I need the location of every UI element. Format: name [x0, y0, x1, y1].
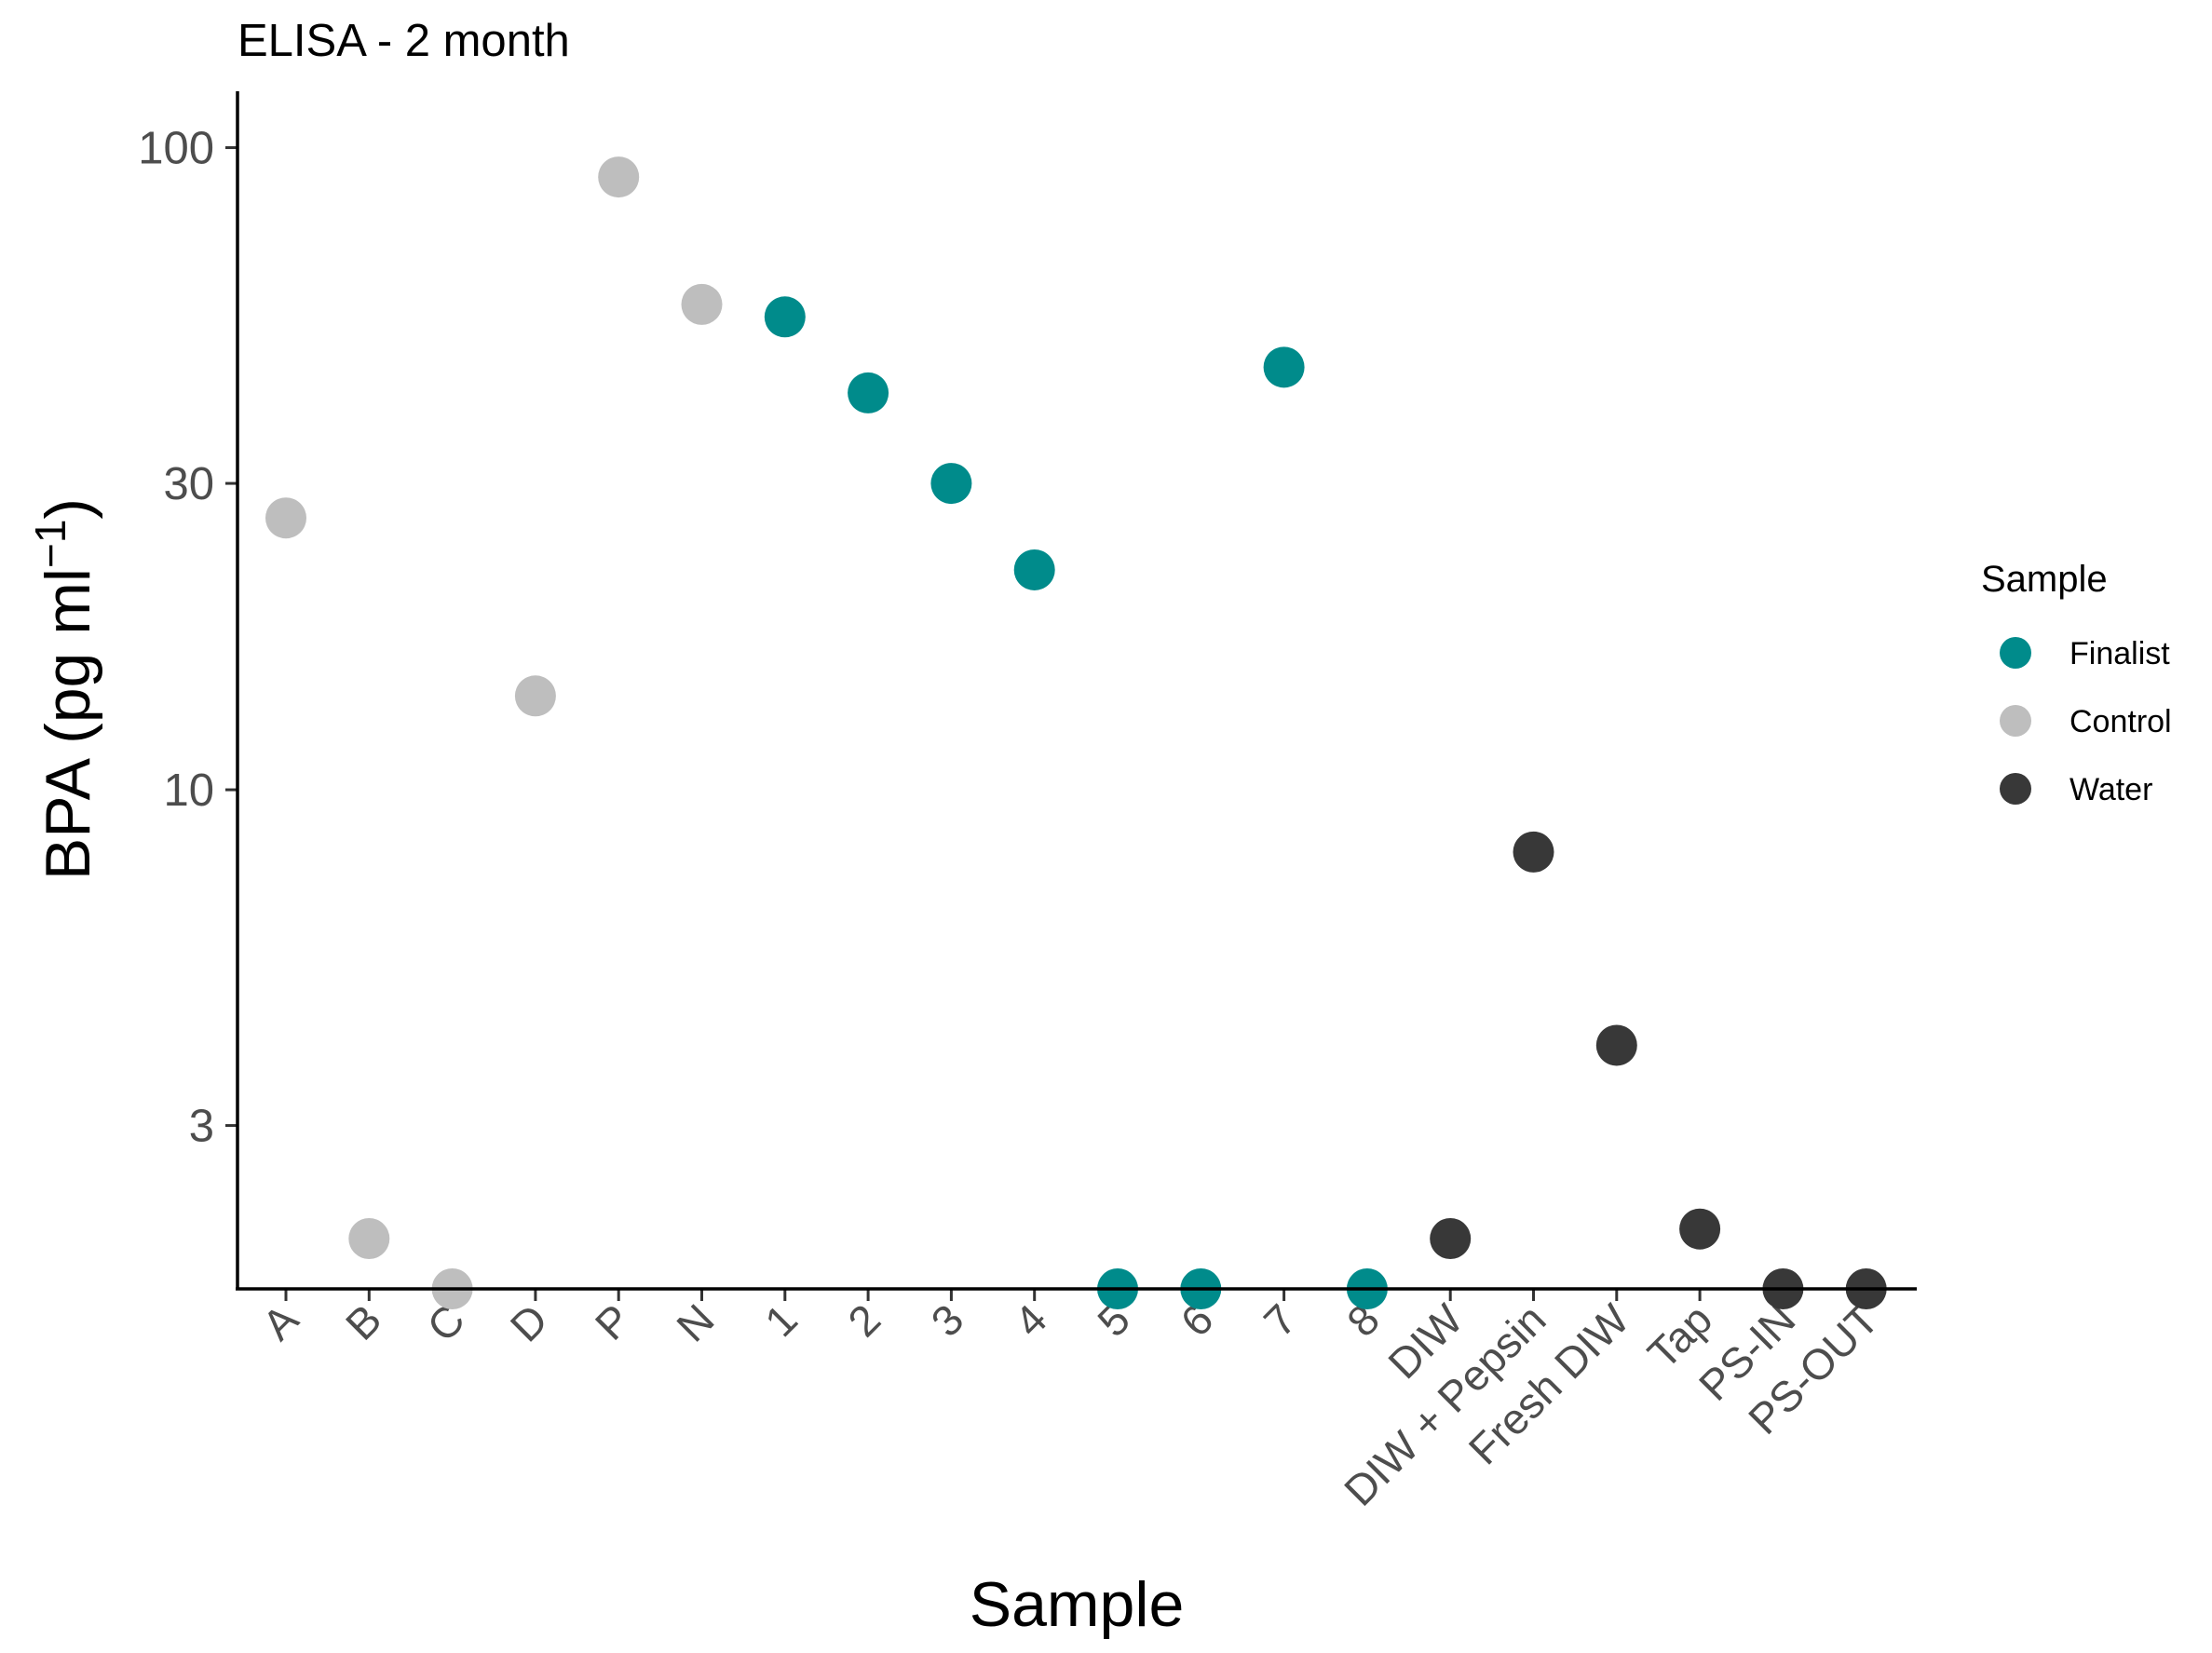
- legend-key: [2000, 637, 2031, 669]
- y-axis-title-close: ): [33, 498, 103, 520]
- legend-key: [2000, 705, 2031, 737]
- legend-label: Water: [2070, 772, 2152, 807]
- y-tick-label: 100: [138, 124, 214, 174]
- data-point: [930, 463, 972, 505]
- data-point: [1263, 346, 1305, 388]
- x-axis-title: Sample: [970, 1569, 1185, 1640]
- x-tick-label: P: [586, 1294, 640, 1348]
- y-axis-ticks: 3 10 30 100: [138, 124, 237, 1152]
- data-point: [1013, 549, 1055, 590]
- data-point: [848, 372, 889, 413]
- data-points: [265, 156, 1887, 1309]
- data-point: [1513, 831, 1554, 873]
- legend-title: Sample: [1981, 559, 2108, 600]
- legend-label: Control: [2070, 704, 2172, 739]
- y-tick-label: 3: [189, 1102, 214, 1152]
- x-tick-label: 4: [1005, 1294, 1056, 1346]
- y-axis-title-main: BPA (pg ml: [33, 568, 103, 880]
- data-point: [1679, 1208, 1721, 1250]
- x-tick-label: 2: [838, 1294, 889, 1346]
- data-point: [1430, 1218, 1472, 1260]
- x-tick-label: 7: [1255, 1294, 1306, 1346]
- x-tick-label: D: [501, 1294, 557, 1350]
- y-tick-label: 10: [163, 766, 214, 816]
- x-tick-label: 3: [922, 1294, 973, 1346]
- x-tick-label: 1: [755, 1294, 807, 1346]
- data-point: [764, 296, 806, 338]
- data-point: [348, 1218, 390, 1260]
- x-tick-label: N: [667, 1294, 723, 1350]
- legend: Sample Finalist Control Water: [1981, 559, 2172, 807]
- data-point: [1595, 1024, 1637, 1066]
- y-tick-label: 30: [163, 459, 214, 509]
- data-point: [598, 156, 640, 198]
- chart-title: ELISA - 2 month: [237, 16, 570, 66]
- x-tick-label: B: [336, 1294, 390, 1348]
- legend-key: [2000, 773, 2031, 805]
- y-axis-title-exponent: −1: [26, 520, 75, 568]
- data-point: [265, 497, 306, 539]
- data-point: [514, 675, 556, 717]
- data-point: [681, 283, 723, 325]
- y-axis-title: BPA (pg ml−1): [26, 498, 103, 880]
- legend-label: Finalist: [2070, 636, 2170, 671]
- x-tick-label: A: [253, 1294, 308, 1349]
